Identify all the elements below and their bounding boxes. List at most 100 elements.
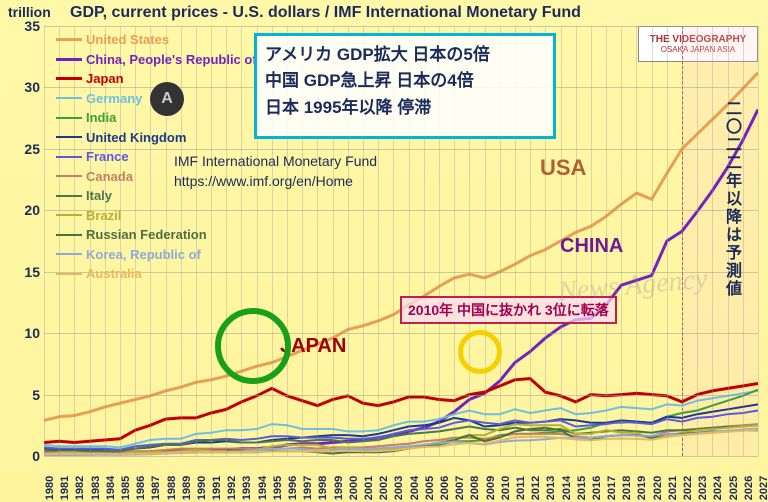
legend-item: Australia: [56, 264, 257, 284]
legend-label: Brazil: [86, 206, 121, 226]
y-tick: 35: [24, 18, 40, 34]
y-tick: 15: [24, 264, 40, 280]
legend-swatch-icon: [56, 97, 82, 99]
gridline: [758, 26, 759, 456]
x-tick: 1999: [333, 476, 345, 500]
legend-label: China, People's Republic of: [86, 50, 257, 70]
x-tick: 1989: [181, 476, 193, 500]
x-tick: 1987: [150, 476, 162, 500]
annotation-line-0: アメリカ GDP拡大 日本の5倍: [265, 42, 545, 68]
y-axis: 05101520253035: [0, 26, 44, 456]
x-tick: 2026: [743, 476, 755, 500]
x-tick: 2021: [667, 476, 679, 500]
y-tick: 25: [24, 141, 40, 157]
legend-label: Italy: [86, 186, 112, 206]
legend-swatch-icon: [56, 253, 82, 255]
x-tick: 2003: [393, 476, 405, 500]
x-tick: 1997: [302, 476, 314, 500]
annotation-line-1: 中国 GDP急上昇 日本の4倍: [265, 68, 545, 94]
x-axis: 1980198119821983198419851986198719881989…: [44, 456, 758, 502]
legend-label: India: [86, 108, 116, 128]
gridline: [667, 26, 668, 456]
legend-swatch-icon: [56, 156, 82, 158]
legend-swatch-icon: [56, 136, 82, 138]
x-tick: 2025: [728, 476, 740, 500]
legend-label: Russian Federation: [86, 225, 207, 245]
x-tick: 2002: [378, 476, 390, 500]
x-tick: 1980: [44, 476, 56, 500]
legend-label: United States: [86, 30, 169, 50]
x-tick: 1982: [74, 476, 86, 500]
legend-item: Brazil: [56, 206, 257, 226]
chart-root: trillion GDP, current prices - U.S. doll…: [0, 0, 768, 502]
gridline: [697, 26, 698, 456]
legend-swatch-icon: [56, 195, 82, 197]
legend-label: Germany: [86, 89, 142, 109]
legend-swatch-icon: [56, 175, 82, 177]
x-tick: 2000: [348, 476, 360, 500]
note-2010: 2010年 中国に抜かれ 3位に転落: [400, 296, 617, 324]
gridline: [636, 26, 637, 456]
y-tick: 5: [32, 387, 40, 403]
x-tick: 2015: [576, 476, 588, 500]
x-tick: 1995: [272, 476, 284, 500]
legend-swatch-icon: [56, 38, 82, 41]
y-tick: 10: [24, 325, 40, 341]
x-tick: 1992: [226, 476, 238, 500]
gridline: [682, 26, 683, 456]
legend-label: Canada: [86, 167, 133, 187]
highlight-circle-2010-icon: [458, 330, 502, 374]
x-tick: 2022: [682, 476, 694, 500]
x-tick: 2007: [454, 476, 466, 500]
legend-swatch-icon: [56, 58, 82, 61]
x-tick: 1993: [241, 476, 253, 500]
x-tick: 2005: [424, 476, 436, 500]
x-tick: 2020: [652, 476, 664, 500]
legend-label: Korea, Republic of: [86, 245, 201, 265]
chart-title: GDP, current prices - U.S. dollars / IMF…: [70, 4, 581, 22]
x-tick: 2023: [697, 476, 709, 500]
legend-item: United Kingdom: [56, 128, 257, 148]
x-tick: 1986: [135, 476, 147, 500]
legend-swatch-icon: [56, 234, 82, 236]
x-tick: 1981: [59, 476, 71, 500]
gridline: [652, 26, 653, 456]
x-tick: 1996: [287, 476, 299, 500]
x-tick: 2014: [561, 476, 573, 500]
x-tick: 2006: [439, 476, 451, 500]
forecast-note: 二〇二二年以降は予測値: [719, 100, 743, 298]
highlight-circle-1995-icon: [215, 308, 291, 384]
x-tick: 1990: [196, 476, 208, 500]
source-url: https://www.imf.org/en/Home: [174, 172, 377, 192]
legend-swatch-icon: [56, 77, 82, 80]
gridline: [712, 26, 713, 456]
x-tick: 2010: [500, 476, 512, 500]
legend-item: Russian Federation: [56, 225, 257, 245]
annotation-box: アメリカ GDP拡大 日本の5倍 中国 GDP急上昇 日本の4倍 日本 1995…: [254, 33, 556, 139]
x-tick: 1991: [211, 476, 223, 500]
legend-swatch-icon: [56, 273, 82, 275]
label-china: CHINA: [560, 235, 623, 258]
source-text: IMF International Monetary Fund: [174, 152, 377, 172]
gridline: [44, 26, 45, 456]
legend-label: Japan: [86, 69, 124, 89]
x-tick: 2016: [591, 476, 603, 500]
x-tick: 1984: [105, 476, 117, 500]
x-tick: 2019: [636, 476, 648, 500]
legend-label: Australia: [86, 264, 142, 284]
x-tick: 1985: [120, 476, 132, 500]
legend-item: Korea, Republic of: [56, 245, 257, 265]
x-tick: 1998: [317, 476, 329, 500]
small-logo-icon: A: [150, 82, 184, 116]
x-tick: 1988: [166, 476, 178, 500]
x-tick: 2027: [758, 476, 768, 500]
x-tick: 2017: [606, 476, 618, 500]
x-tick: 2018: [621, 476, 633, 500]
source-note: IMF International Monetary Fund https://…: [174, 152, 377, 191]
x-tick: 2001: [363, 476, 375, 500]
x-tick: 2009: [485, 476, 497, 500]
label-usa: USA: [540, 155, 586, 181]
x-tick: 2024: [712, 476, 724, 500]
legend-label: United Kingdom: [86, 128, 186, 148]
y-tick: 20: [24, 202, 40, 218]
